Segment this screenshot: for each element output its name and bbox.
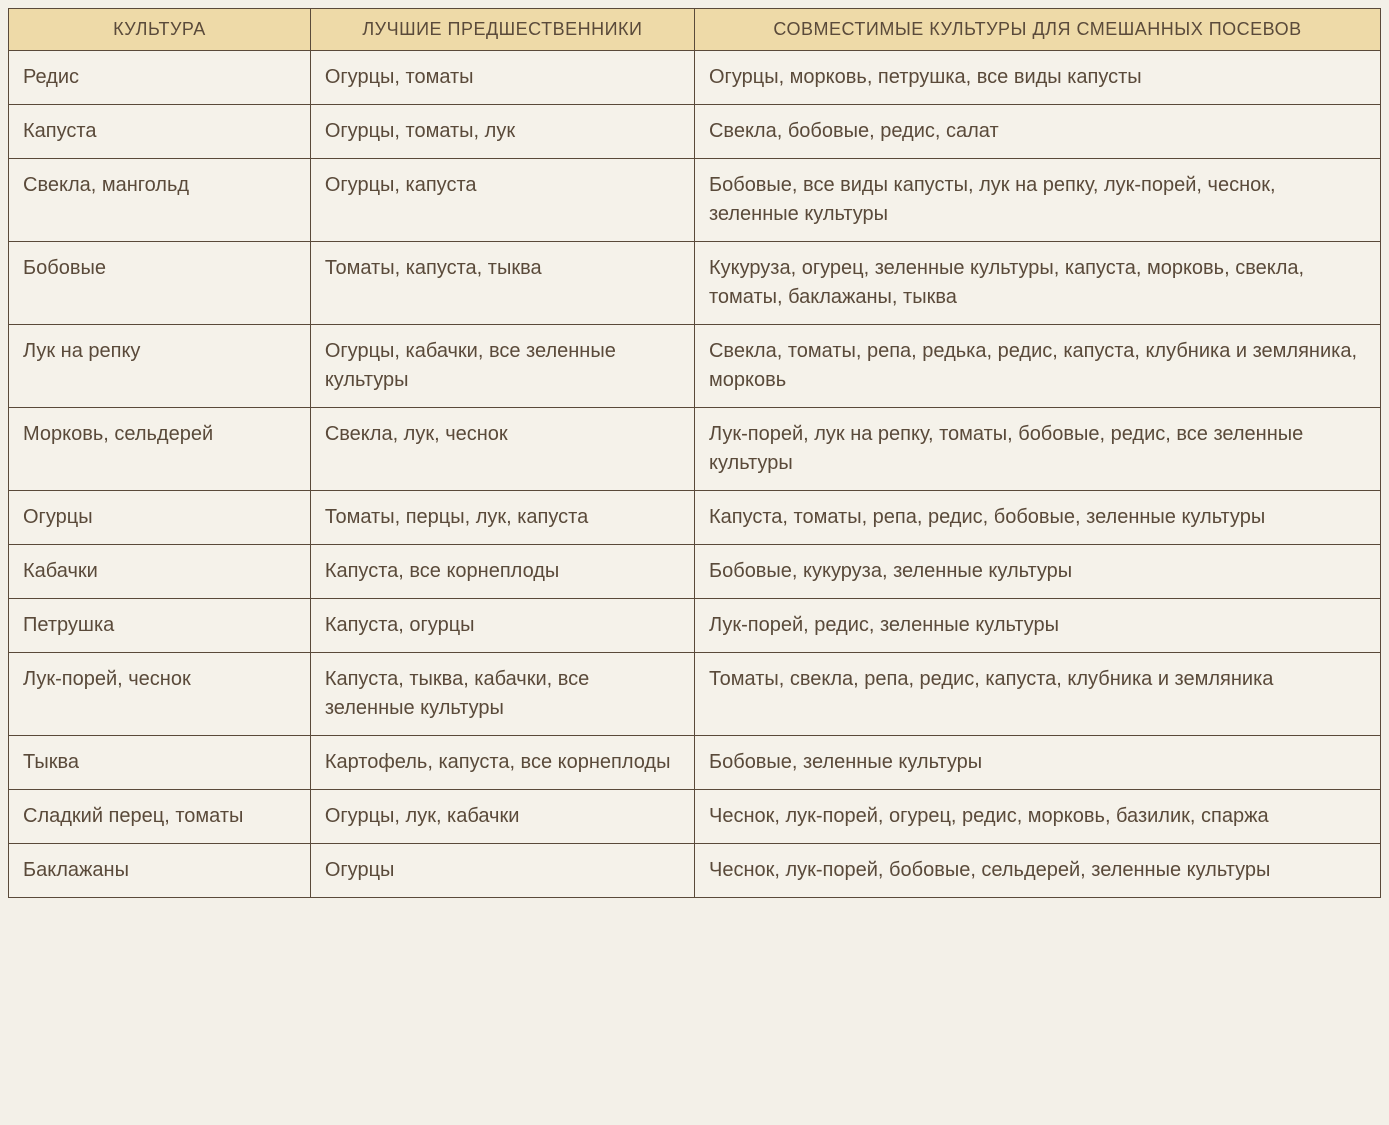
table-row: БаклажаныОгурцыЧеснок, лук-порей, бобовы… [9, 844, 1381, 898]
col-header-culture: КУЛЬТУРА [9, 9, 311, 51]
table-row: Лук-порей, чеснокКапуста, тыква, кабачки… [9, 653, 1381, 736]
cell-compatible: Капуста, томаты, репа, редис, бобовые, з… [694, 491, 1380, 545]
cell-compatible: Лук-порей, лук на репку, томаты, бобовые… [694, 408, 1380, 491]
table-row: ПетрушкаКапуста, огурцыЛук-порей, редис,… [9, 599, 1381, 653]
cell-culture: Кабачки [9, 545, 311, 599]
cell-culture: Лук-порей, чеснок [9, 653, 311, 736]
cell-culture: Петрушка [9, 599, 311, 653]
cell-predecessors: Огурцы, томаты, лук [310, 105, 694, 159]
cell-compatible: Свекла, томаты, репа, редька, редис, кап… [694, 325, 1380, 408]
col-header-predecessors: ЛУЧШИЕ ПРЕДШЕСТВЕННИКИ [310, 9, 694, 51]
cell-predecessors: Томаты, капуста, тыква [310, 242, 694, 325]
cell-compatible: Лук-порей, редис, зеленные культуры [694, 599, 1380, 653]
cell-predecessors: Огурцы, лук, кабачки [310, 790, 694, 844]
cell-predecessors: Огурцы, кабачки, все зеленные культуры [310, 325, 694, 408]
cell-predecessors: Томаты, перцы, лук, капуста [310, 491, 694, 545]
cell-predecessors: Огурцы, капуста [310, 159, 694, 242]
cell-culture: Морковь, сельдерей [9, 408, 311, 491]
table-row: КапустаОгурцы, томаты, лукСвекла, бобовы… [9, 105, 1381, 159]
cell-predecessors: Капуста, тыква, кабачки, все зеленные ку… [310, 653, 694, 736]
cell-predecessors: Огурцы [310, 844, 694, 898]
cell-predecessors: Капуста, огурцы [310, 599, 694, 653]
col-header-compatible: СОВМЕСТИМЫЕ КУЛЬТУРЫ ДЛЯ СМЕШАННЫХ ПОСЕВ… [694, 9, 1380, 51]
crop-rotation-table: КУЛЬТУРА ЛУЧШИЕ ПРЕДШЕСТВЕННИКИ СОВМЕСТИ… [8, 8, 1381, 898]
table-row: Лук на репкуОгурцы, кабачки, все зеленны… [9, 325, 1381, 408]
cell-culture: Лук на репку [9, 325, 311, 408]
table-header: КУЛЬТУРА ЛУЧШИЕ ПРЕДШЕСТВЕННИКИ СОВМЕСТИ… [9, 9, 1381, 51]
cell-predecessors: Огурцы, томаты [310, 51, 694, 105]
cell-compatible: Кукуруза, огурец, зеленные культуры, кап… [694, 242, 1380, 325]
table-row: Сладкий перец, томатыОгурцы, лук, кабачк… [9, 790, 1381, 844]
cell-culture: Редис [9, 51, 311, 105]
cell-compatible: Бобовые, зеленные культуры [694, 736, 1380, 790]
table-row: ОгурцыТоматы, перцы, лук, капустаКапуста… [9, 491, 1381, 545]
table-row: КабачкиКапуста, все корнеплодыБобовые, к… [9, 545, 1381, 599]
cell-compatible: Чеснок, лук-порей, бобовые, сельдерей, з… [694, 844, 1380, 898]
cell-culture: Огурцы [9, 491, 311, 545]
cell-compatible: Огурцы, морковь, петрушка, все виды капу… [694, 51, 1380, 105]
cell-culture: Тыква [9, 736, 311, 790]
cell-culture: Сладкий перец, томаты [9, 790, 311, 844]
cell-culture: Свекла, мангольд [9, 159, 311, 242]
table-row: РедисОгурцы, томатыОгурцы, морковь, петр… [9, 51, 1381, 105]
table-body: РедисОгурцы, томатыОгурцы, морковь, петр… [9, 51, 1381, 898]
table-row: ТыкваКартофель, капуста, все корнеплодыБ… [9, 736, 1381, 790]
cell-culture: Бобовые [9, 242, 311, 325]
table-row: Морковь, сельдерейСвекла, лук, чеснокЛук… [9, 408, 1381, 491]
cell-predecessors: Капуста, все корнеплоды [310, 545, 694, 599]
cell-compatible: Бобовые, все виды капусты, лук на репку,… [694, 159, 1380, 242]
cell-compatible: Свекла, бобовые, редис, салат [694, 105, 1380, 159]
cell-predecessors: Картофель, капуста, все корнеплоды [310, 736, 694, 790]
cell-compatible: Чеснок, лук-порей, огурец, редис, морков… [694, 790, 1380, 844]
cell-predecessors: Свекла, лук, чеснок [310, 408, 694, 491]
cell-compatible: Бобовые, кукуруза, зеленные культуры [694, 545, 1380, 599]
cell-culture: Капуста [9, 105, 311, 159]
table-row: БобовыеТоматы, капуста, тыкваКукуруза, о… [9, 242, 1381, 325]
cell-culture: Баклажаны [9, 844, 311, 898]
table-row: Свекла, мангольдОгурцы, капустаБобовые, … [9, 159, 1381, 242]
cell-compatible: Томаты, свекла, репа, редис, капуста, кл… [694, 653, 1380, 736]
